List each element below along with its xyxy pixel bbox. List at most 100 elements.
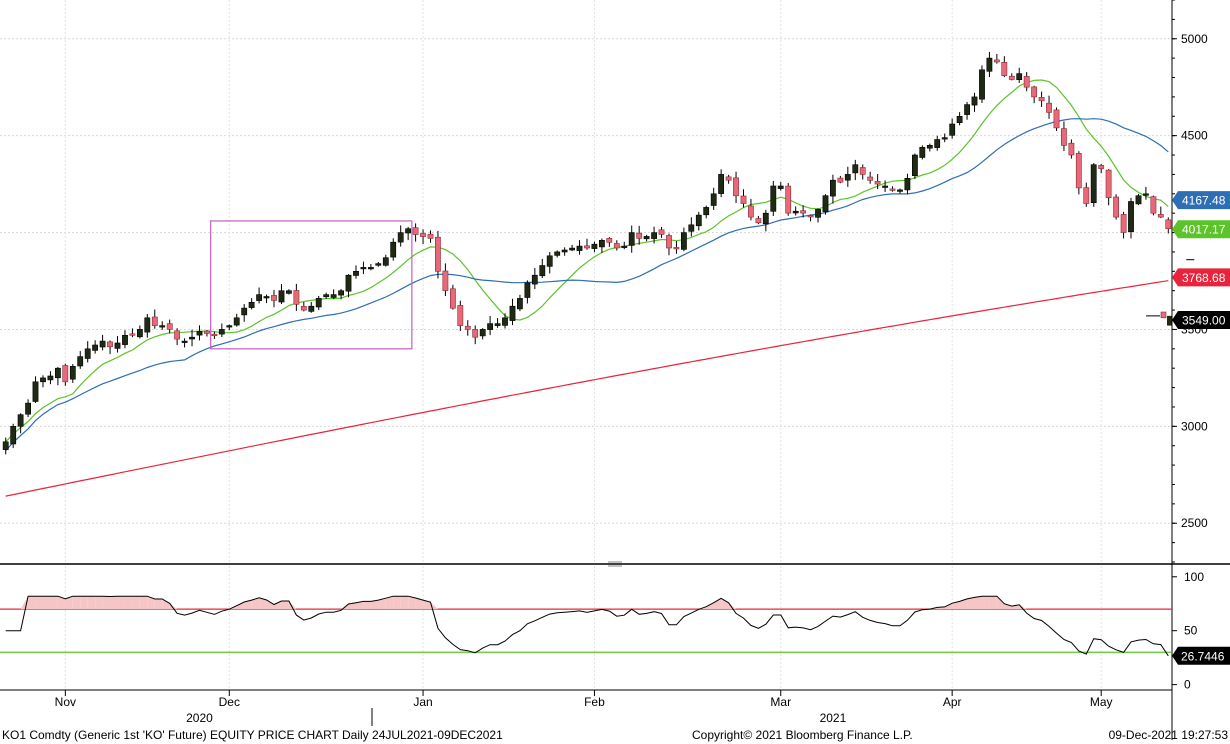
candle-body: [233, 317, 240, 326]
rsi-tick-label: 0: [1184, 678, 1191, 692]
ma-value-tag: [1172, 191, 1230, 210]
candle-body: [792, 210, 799, 214]
candle-body: [1157, 214, 1164, 218]
candle-body: [807, 215, 814, 218]
candle-body: [315, 298, 322, 308]
candle-body: [613, 243, 620, 249]
month-label: Nov: [55, 695, 76, 709]
candle-body: [226, 325, 233, 328]
candle-body: [323, 294, 330, 298]
candle-body: [47, 375, 54, 381]
rsi-overbought-fill: [65, 596, 73, 610]
candle-body: [733, 177, 739, 197]
candle-body: [457, 305, 464, 326]
candle-body: [628, 232, 635, 246]
candle-body: [166, 323, 173, 330]
ma-value-label: 3768.68: [1172, 268, 1230, 287]
candle-body: [427, 233, 434, 239]
candle-body: [941, 137, 948, 140]
candle-body: [99, 340, 106, 348]
footer-right: 09-Dec-2021 19:27:53: [1109, 728, 1229, 742]
candle-body: [1068, 142, 1075, 156]
candle-body: [2, 441, 9, 450]
candle-body: [40, 377, 46, 383]
candle-body: [658, 229, 665, 235]
candle-body: [815, 209, 821, 218]
candle-body: [822, 195, 829, 212]
candle-body: [1083, 187, 1090, 204]
rsi-overbought-fill: [393, 596, 401, 610]
month-label: Dec: [219, 695, 240, 709]
candle-body: [964, 104, 970, 115]
candle-body: [867, 176, 874, 181]
candle-body: [10, 425, 17, 445]
candle-body: [874, 181, 881, 185]
candle-body: [367, 267, 374, 270]
candle-body: [606, 238, 613, 243]
x-axis: NovDecJanFebMarAprMayJun20202021: [0, 689, 1172, 726]
candle-body: [561, 249, 568, 253]
rsi-overbought-fill: [721, 598, 729, 610]
candle-body: [979, 69, 985, 100]
rsi-line: [5, 595, 1169, 657]
candle-body: [17, 414, 24, 427]
candle-body: [1016, 73, 1023, 80]
candle-body: [785, 185, 792, 214]
candle-body: [263, 296, 270, 299]
candle-body: [382, 257, 389, 266]
candle-body: [151, 316, 158, 326]
ma-value-label: 4167.48: [1172, 191, 1230, 210]
candle-body: [926, 145, 933, 149]
rsi-overbought-fill: [348, 602, 356, 610]
candle-body: [434, 236, 441, 272]
ma-value-tag: [1172, 268, 1230, 287]
ma-value-tag: [1172, 220, 1230, 239]
price-tick-label: 2500: [1181, 516, 1208, 530]
highlight-rect: [210, 220, 413, 350]
candle-body: [144, 317, 151, 333]
candle-body: [32, 381, 39, 402]
candle-body: [755, 218, 762, 224]
rsi-tick-label: 50: [1184, 624, 1198, 638]
candle-body: [494, 323, 501, 326]
rsi-overbought-fill: [378, 598, 386, 610]
rsi-overbought-fill: [728, 602, 737, 610]
candle-body: [181, 340, 188, 343]
candle-body: [107, 341, 113, 348]
candle-body: [546, 255, 553, 267]
candle-body: [122, 334, 128, 345]
candle-body: [92, 344, 98, 351]
ma-value-text: 3549.00: [1182, 313, 1226, 327]
candle-body: [412, 227, 419, 235]
ma-value-text: 3768.68: [1182, 271, 1226, 285]
ma-value-text: 4017.17: [1182, 223, 1226, 237]
rsi-overbought-fill: [80, 596, 88, 610]
year-label: 2021: [820, 711, 847, 725]
year-label: 2020: [186, 711, 213, 725]
rsi-overbought-fill: [132, 596, 140, 610]
candle-body: [189, 336, 195, 340]
candle-body: [859, 167, 866, 175]
candle-body: [539, 265, 546, 277]
candle-body: [911, 154, 918, 177]
candle-body: [285, 290, 292, 294]
candle-body: [949, 123, 956, 136]
candle-body: [69, 365, 76, 380]
rsi-overbought-fill: [139, 596, 148, 610]
candle-body: [1053, 109, 1060, 129]
candle-body: [1008, 75, 1015, 80]
rsi-overbought-fill: [996, 596, 1005, 610]
candle-body: [524, 282, 531, 298]
rsi-overbought-fill: [974, 596, 982, 610]
candle-body: [1031, 86, 1037, 98]
value-labels: 4167.48 4017.17 3768.68 3549.00: [1172, 191, 1230, 329]
rsi-panel: 0 50 100 26.7446: [0, 570, 1230, 692]
candle-body: [889, 188, 896, 191]
candle-body: [196, 331, 203, 336]
rsi-overbought-fill: [1019, 604, 1027, 610]
candle-body: [308, 305, 315, 312]
ma-value-tag: [1172, 310, 1230, 329]
rsi-overbought-fill: [288, 601, 297, 610]
candle-body: [651, 232, 657, 239]
